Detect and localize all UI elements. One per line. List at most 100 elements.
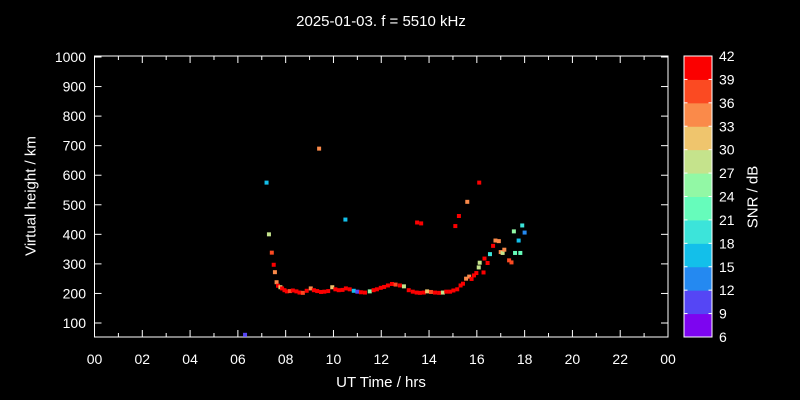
x-tick-label: 16 (469, 351, 485, 367)
y-tick-label: 900 (63, 79, 87, 95)
chart-title: 2025-01-03. f = 5510 kHz (296, 13, 466, 30)
data-point (477, 180, 482, 185)
x-tick-label: 06 (230, 351, 246, 367)
data-point (437, 290, 442, 295)
y-tick-label: 800 (63, 108, 87, 124)
colorbar-tick-label: 9 (719, 306, 727, 322)
x-tick-label: 00 (87, 351, 103, 367)
data-point (415, 220, 420, 225)
data-point (516, 238, 521, 243)
data-point (419, 221, 424, 226)
data-point (440, 290, 445, 295)
colorbar-segment (684, 266, 712, 291)
data-point (280, 286, 285, 291)
data-point (509, 260, 514, 265)
data-point (347, 287, 352, 292)
data-point (336, 288, 341, 293)
colorbar-segment (684, 290, 712, 315)
data-point (444, 289, 449, 294)
data-point (304, 288, 309, 293)
data-point (425, 289, 430, 294)
data-point (385, 283, 390, 288)
data-point (414, 290, 419, 295)
data-point (269, 250, 274, 255)
colorbar-segment (684, 196, 712, 221)
data-point (363, 290, 368, 295)
data-point (276, 283, 281, 288)
x-tick-label: 08 (278, 351, 294, 367)
data-point (410, 289, 415, 294)
data-point (500, 250, 505, 255)
data-point (322, 289, 327, 294)
data-point (378, 285, 383, 290)
data-point (351, 288, 356, 293)
x-tick-label: 00 (660, 351, 676, 367)
data-point (274, 280, 279, 285)
data-point (487, 252, 492, 257)
colorbar-tick-label: 39 (719, 71, 735, 87)
data-point (243, 332, 248, 337)
colorbar-tick-label: 42 (719, 48, 735, 64)
colorbar-tick-label: 30 (719, 142, 735, 158)
data-point (502, 247, 507, 252)
data-point (308, 286, 313, 291)
data-point (358, 290, 363, 295)
data-point (284, 289, 289, 294)
data-point (390, 281, 395, 286)
colorbar-segment (684, 149, 712, 174)
colorbar-segment (684, 79, 712, 104)
data-point (518, 250, 523, 255)
data-point (319, 289, 324, 294)
data-point (469, 276, 474, 281)
y-tick-label: 1000 (55, 49, 86, 65)
data-point (481, 270, 486, 275)
plot-frame (94, 55, 669, 338)
data-point (343, 217, 348, 222)
colorbar-tick-label: 36 (719, 95, 735, 111)
colorbar-segment (684, 313, 712, 338)
data-point (382, 284, 387, 289)
colorbar-segment (684, 219, 712, 244)
data-point (311, 288, 316, 293)
data-point (433, 290, 438, 295)
y-tick-label: 500 (63, 197, 87, 213)
colorbar-tick-label: 12 (719, 282, 735, 298)
x-axis-label: UT Time / hrs (336, 374, 426, 391)
data-point (460, 281, 465, 286)
data-point (300, 290, 305, 295)
data-point (315, 289, 320, 294)
data-point (271, 262, 276, 267)
colorbar-tick-label: 33 (719, 118, 735, 134)
colorbar-segment (684, 173, 712, 197)
data-point (522, 230, 527, 235)
colorbar-tick-label: 18 (719, 235, 735, 251)
y-tick-label: 700 (63, 138, 87, 154)
data-point (406, 288, 411, 293)
x-tick-label: 14 (421, 351, 437, 367)
data-point (371, 288, 376, 293)
data-point (297, 290, 302, 295)
colorbar-tick-label: 21 (719, 212, 735, 228)
data-point (343, 286, 348, 291)
data-point (455, 287, 460, 292)
data-point (290, 288, 295, 293)
data-point (330, 285, 335, 290)
data-point (287, 289, 292, 294)
data-point (520, 223, 525, 228)
y-tick-label: 200 (63, 285, 87, 301)
colorbar-segment (684, 56, 712, 80)
x-tick-label: 12 (373, 351, 389, 367)
y-tick-label: 300 (63, 256, 87, 272)
data-point (397, 283, 402, 288)
data-point (493, 238, 498, 243)
data-point (282, 288, 287, 293)
data-point (511, 229, 516, 234)
colorbar-tick-label: 6 (719, 329, 727, 345)
data-point (453, 224, 458, 229)
data-point (458, 283, 463, 288)
colorbar-segment (684, 102, 712, 127)
data-point (340, 287, 345, 292)
data-point (477, 260, 482, 265)
